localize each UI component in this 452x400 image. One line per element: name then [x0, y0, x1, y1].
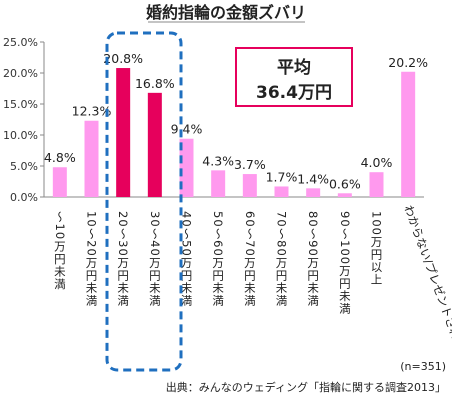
bar-7: [242, 174, 257, 197]
x-label-12: わからない/プレゼントされた: [401, 203, 452, 352]
data-label-10: 0.6%: [329, 176, 361, 191]
y-tick-label: 25.0%: [3, 36, 38, 49]
x-label-3: 20～30万円未満: [116, 211, 130, 307]
data-label-3: 20.8%: [103, 51, 143, 66]
average-value: 36.4万円: [256, 83, 332, 103]
bar-8: [274, 186, 289, 197]
data-label-4: 16.8%: [135, 76, 175, 91]
data-label-9: 1.4%: [297, 171, 329, 186]
data-label-1: 4.8%: [44, 150, 76, 165]
average-callout: 平均 36.4万円: [235, 47, 353, 107]
data-label-2: 12.3%: [72, 104, 112, 119]
y-tick-label: 0.0%: [10, 191, 38, 204]
bar-6: [211, 170, 226, 197]
bar-2: [84, 120, 99, 197]
y-tick-label: 10.0%: [3, 129, 38, 142]
x-label-2: 10～20万円未満: [85, 211, 99, 307]
x-label-4: 30～40万円未満: [148, 211, 162, 307]
x-axis-labels: ～10万円未満 10～20万円未満 20～30万円未満 30～40万円未満 40～50万…: [53, 203, 452, 352]
x-label-6: 50～60万円未満: [211, 211, 225, 307]
bar-1: [52, 167, 67, 197]
x-label-9: 80～90万円未満: [306, 211, 320, 307]
x-label-8: 70～80万円未満: [275, 211, 289, 307]
data-label-6: 4.3%: [202, 153, 234, 168]
chart-title: 婚約指輪の金額ズバリ: [146, 3, 306, 22]
bars: [52, 68, 416, 197]
bar-10: [337, 193, 352, 197]
y-axis: 0.0% 5.0% 10.0% 15.0% 20.0% 25.0%: [3, 36, 424, 204]
data-label-11: 4.0%: [361, 155, 393, 170]
bar-3: [116, 68, 131, 197]
source-note: 出典：みんなのウェディング「指輪に関する調査2013」: [166, 380, 446, 394]
bar-12: [401, 71, 416, 197]
x-label-5: 40～50万円未満: [180, 211, 194, 307]
data-label-5: 9.4%: [171, 122, 203, 137]
sample-size-note: (n=351): [400, 360, 446, 373]
x-label-7: 60～70万円未満: [243, 211, 257, 307]
x-label-11: 100万円以上: [370, 211, 384, 286]
data-labels: 4.8% 12.3% 20.8% 16.8% 9.4% 4.3% 3.7%1.7% 1.4% 0…: [44, 51, 428, 191]
y-tick-label: 20.0%: [3, 67, 38, 80]
x-label-1: ～10万円未満: [53, 211, 67, 290]
highlight-box: [105, 31, 183, 372]
x-label-10: 90～100万円未満: [338, 211, 352, 315]
data-label-12: 20.2%: [388, 55, 428, 70]
data-label-8: 1.7%: [266, 169, 298, 184]
data-label-7: 3.7%: [234, 157, 266, 172]
bar-5: [179, 138, 194, 197]
y-tick-label: 15.0%: [3, 98, 38, 111]
bar-4: [147, 92, 162, 197]
average-label: 平均: [277, 57, 311, 78]
bar-11: [369, 172, 384, 197]
y-tick-label: 5.0%: [10, 160, 38, 173]
bar-9: [306, 188, 321, 197]
